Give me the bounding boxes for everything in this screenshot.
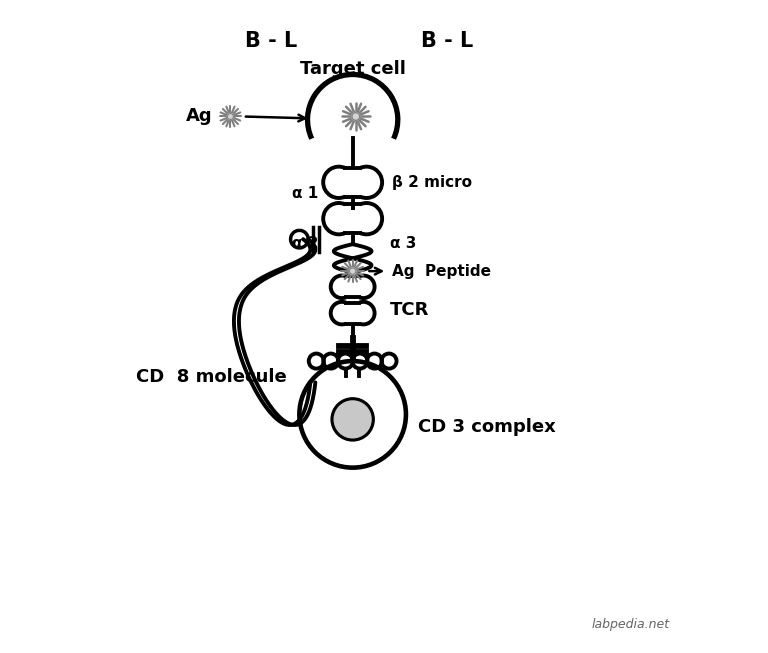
Text: α 3: α 3	[389, 236, 416, 251]
Text: Target cell: Target cell	[300, 61, 406, 78]
Circle shape	[352, 112, 359, 120]
Text: α 1: α 1	[292, 186, 318, 201]
Text: TCR: TCR	[390, 300, 429, 319]
Text: α 2: α 2	[292, 236, 318, 251]
Text: B - L: B - L	[421, 31, 473, 52]
Text: CD  8 molecule: CD 8 molecule	[137, 368, 287, 386]
Text: CD 3 complex: CD 3 complex	[419, 418, 556, 436]
Circle shape	[349, 268, 356, 274]
Circle shape	[332, 399, 373, 440]
Text: labpedia.net: labpedia.net	[591, 618, 669, 631]
Text: B - L: B - L	[245, 31, 297, 52]
Circle shape	[227, 114, 233, 119]
Text: β 2 micro: β 2 micro	[392, 175, 472, 190]
Text: Ag: Ag	[186, 108, 213, 125]
Text: Ag  Peptide: Ag Peptide	[392, 264, 491, 279]
